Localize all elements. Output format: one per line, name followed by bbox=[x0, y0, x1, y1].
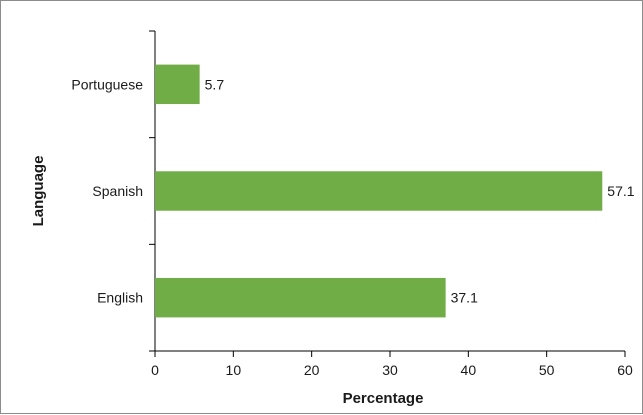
data-labels: 5.7 57.1 37.1 bbox=[205, 76, 635, 305]
data-label: 5.7 bbox=[205, 76, 225, 92]
category-labels: Portuguese Spanish English bbox=[71, 76, 143, 305]
y-axis-ticks bbox=[149, 30, 155, 352]
bar-portuguese bbox=[155, 64, 200, 105]
category-label: Spanish bbox=[92, 183, 143, 199]
x-tick-label: 10 bbox=[226, 362, 242, 378]
x-tick-label: 20 bbox=[304, 362, 320, 378]
x-tick-label: 0 bbox=[151, 362, 159, 378]
x-axis-title: Percentage bbox=[343, 390, 424, 407]
category-label: English bbox=[97, 290, 143, 306]
category-label: Portuguese bbox=[71, 76, 143, 92]
y-axis-title: Language bbox=[30, 156, 47, 227]
x-tick-label: 50 bbox=[539, 362, 555, 378]
bar-english bbox=[155, 277, 446, 318]
x-tick-label: 30 bbox=[382, 362, 398, 378]
x-tick-label: 60 bbox=[617, 362, 633, 378]
bar-spanish bbox=[155, 171, 603, 211]
x-tick-labels: 0 10 20 30 40 50 60 bbox=[151, 362, 633, 378]
bars bbox=[155, 64, 603, 318]
x-axis-ticks bbox=[154, 351, 626, 357]
data-label: 57.1 bbox=[607, 183, 634, 199]
x-tick-label: 40 bbox=[461, 362, 477, 378]
data-label: 37.1 bbox=[451, 290, 478, 306]
